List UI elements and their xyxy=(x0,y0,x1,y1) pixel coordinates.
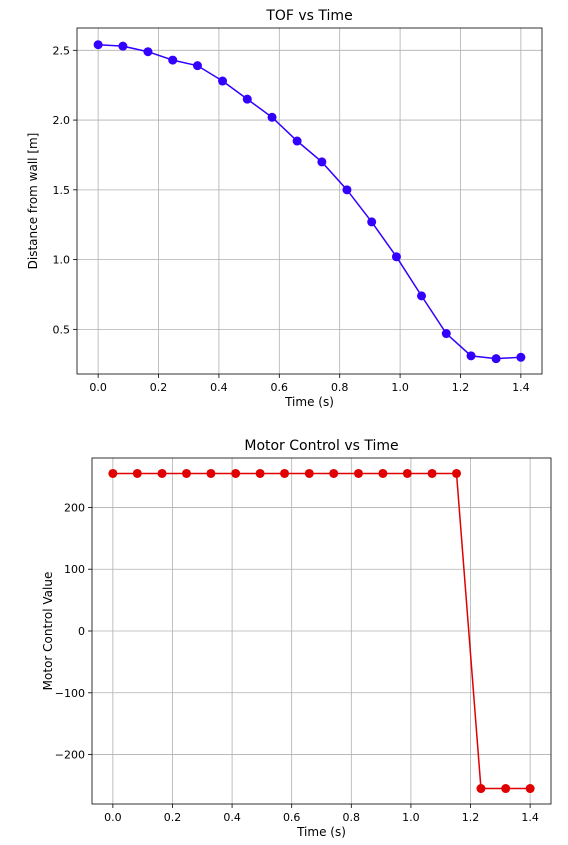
chart1-data-point xyxy=(417,291,427,301)
chart1-series-line xyxy=(98,43,521,360)
chart2-y-axis-label: Motor Control Value xyxy=(41,572,55,691)
chart2-x-tick-label: 0.2 xyxy=(164,811,182,824)
chart1-x-tick-label: 0.8 xyxy=(331,381,349,394)
chart1-x-tick-label: 0.4 xyxy=(210,381,228,394)
chart1-x-tick-label: 0.6 xyxy=(271,381,289,394)
chart1-x-tick-label: 1.4 xyxy=(512,381,530,394)
chart2-data-point xyxy=(402,468,412,478)
chart1-data-point xyxy=(317,157,327,167)
chart2-x-tick-label: 1.0 xyxy=(402,811,420,824)
chart1-data-point xyxy=(292,136,302,146)
chart1-data-point xyxy=(342,185,352,195)
chart1-data-point xyxy=(118,41,128,51)
chart2-data-point xyxy=(476,784,486,794)
chart2-x-tick-label: 0.0 xyxy=(104,811,122,824)
chart2-data-point xyxy=(329,468,339,478)
chart1-data-point xyxy=(516,352,526,362)
chart2-data-point xyxy=(378,468,388,478)
chart1-data-point xyxy=(218,76,228,86)
chart2-y-tick-label: −100 xyxy=(55,687,85,700)
chart1-y-tick-label: 0.5 xyxy=(53,323,71,336)
chart1-y-tick-label: 1.0 xyxy=(53,254,71,267)
chart1-y-axis-label: Distance from wall [m] xyxy=(26,133,40,270)
chart1-data-point xyxy=(466,351,476,361)
chart2-y-tick-label: 100 xyxy=(64,563,85,576)
chart2-data-point xyxy=(255,468,265,478)
chart1-y-tick-label: 1.5 xyxy=(53,184,71,197)
chart1-x-tick-label: 0.0 xyxy=(89,381,107,394)
chart1-title: TOF vs Time xyxy=(265,8,352,24)
chart1-data-point xyxy=(391,252,401,262)
chart1-axes-frame xyxy=(76,27,543,375)
chart2-data-point xyxy=(157,468,167,478)
chart2-title: Motor Control vs Time xyxy=(244,438,398,454)
chart2-x-tick-label: 0.8 xyxy=(343,811,361,824)
chart2-data-point xyxy=(280,468,290,478)
chart2-data-point xyxy=(108,468,118,478)
chart2-data-point xyxy=(427,468,437,478)
chart2-data-point xyxy=(353,468,363,478)
chart1-data-point xyxy=(491,354,501,364)
chart2-x-axis-label: Time (s) xyxy=(296,825,346,839)
chart2-data-point xyxy=(452,468,462,478)
chart2-data-point xyxy=(181,468,191,478)
chart1-data-point xyxy=(242,94,252,104)
chart1-data-point xyxy=(192,61,202,71)
chart2-data-point xyxy=(231,468,241,478)
chart2-y-tick-label: 200 xyxy=(64,501,85,514)
chart1-data-point xyxy=(93,40,103,50)
chart1-data-point xyxy=(441,329,451,339)
chart1-data-point xyxy=(367,217,377,227)
chart2-y-tick-label: −200 xyxy=(55,749,85,762)
chart2-data-point xyxy=(304,468,314,478)
chart2-x-tick-label: 1.2 xyxy=(462,811,480,824)
chart1-data-point xyxy=(168,55,178,65)
chart1-x-axis-label: Time (s) xyxy=(284,395,334,409)
chart1-data-point xyxy=(143,47,153,57)
chart2-x-tick-label: 1.4 xyxy=(521,811,539,824)
chart1-x-tick-label: 0.2 xyxy=(150,381,168,394)
chart2-data-point xyxy=(206,468,216,478)
chart2-y-tick-label: 0 xyxy=(78,625,85,638)
chart1-data-point xyxy=(267,112,277,122)
chart2-x-tick-label: 0.4 xyxy=(223,811,241,824)
chart2-x-tick-label: 0.6 xyxy=(283,811,301,824)
chart1-y-tick-label: 2.5 xyxy=(53,44,71,57)
chart2-data-point xyxy=(525,784,535,794)
chart2-axes-frame xyxy=(91,457,552,805)
chart2-data-point xyxy=(501,784,511,794)
chart2-data-point xyxy=(132,468,142,478)
chart1-x-tick-label: 1.2 xyxy=(452,381,470,394)
chart1-y-tick-label: 2.0 xyxy=(53,114,71,127)
chart1-x-tick-label: 1.0 xyxy=(391,381,409,394)
